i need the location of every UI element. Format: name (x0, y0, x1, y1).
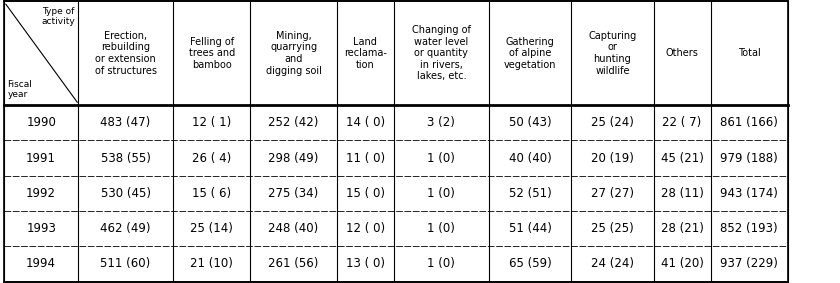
Text: 861 (166): 861 (166) (721, 116, 778, 129)
Text: Capturing
or
hunting
wildlife: Capturing or hunting wildlife (588, 31, 637, 76)
Text: 1994: 1994 (26, 258, 56, 271)
Text: Changing of
water level
or quantity
in rivers,
lakes, etc.: Changing of water level or quantity in r… (412, 25, 471, 82)
Text: 22 ( 7): 22 ( 7) (663, 116, 701, 129)
Text: Others: Others (665, 48, 699, 58)
Text: 25 (14): 25 (14) (190, 222, 234, 235)
Text: 1992: 1992 (26, 187, 56, 200)
Text: Gathering
of alpine
vegetation: Gathering of alpine vegetation (504, 37, 556, 70)
Text: 1 (0): 1 (0) (428, 151, 455, 164)
Text: Type of
activity: Type of activity (41, 7, 75, 27)
Text: 21 (10): 21 (10) (190, 258, 234, 271)
Text: 28 (11): 28 (11) (660, 187, 704, 200)
Text: Fiscal
year: Fiscal year (8, 80, 33, 99)
Text: Total: Total (738, 48, 761, 58)
Text: 45 (21): 45 (21) (660, 151, 704, 164)
Text: 1 (0): 1 (0) (428, 258, 455, 271)
Text: 28 (21): 28 (21) (660, 222, 704, 235)
Text: 50 (43): 50 (43) (509, 116, 551, 129)
Text: Land
reclama-
tion: Land reclama- tion (344, 37, 387, 70)
Text: 15 ( 6): 15 ( 6) (192, 187, 231, 200)
Text: 25 (24): 25 (24) (591, 116, 634, 129)
Text: 530 (45): 530 (45) (101, 187, 150, 200)
Text: 1 (0): 1 (0) (428, 187, 455, 200)
Text: 27 (27): 27 (27) (591, 187, 634, 200)
Text: 248 (40): 248 (40) (269, 222, 318, 235)
Text: 15 ( 0): 15 ( 0) (346, 187, 385, 200)
Text: 1991: 1991 (26, 151, 56, 164)
Text: 275 (34): 275 (34) (269, 187, 318, 200)
Text: 24 (24): 24 (24) (591, 258, 634, 271)
Text: Mining,
quarrying
and
digging soil: Mining, quarrying and digging soil (265, 31, 322, 76)
Text: 51 (44): 51 (44) (508, 222, 552, 235)
Text: 20 (19): 20 (19) (591, 151, 634, 164)
Text: 979 (188): 979 (188) (721, 151, 778, 164)
Text: 511 (60): 511 (60) (101, 258, 150, 271)
Text: Erection,
rebuilding
or extension
of structures: Erection, rebuilding or extension of str… (95, 31, 156, 76)
Text: 40 (40): 40 (40) (509, 151, 551, 164)
Text: 52 (51): 52 (51) (509, 187, 551, 200)
Text: 462 (49): 462 (49) (100, 222, 151, 235)
Text: 252 (42): 252 (42) (269, 116, 318, 129)
Text: 3 (2): 3 (2) (428, 116, 455, 129)
Text: 943 (174): 943 (174) (721, 187, 778, 200)
Text: 538 (55): 538 (55) (101, 151, 150, 164)
Text: 25 (25): 25 (25) (591, 222, 633, 235)
Text: 261 (56): 261 (56) (269, 258, 318, 271)
Text: 852 (193): 852 (193) (721, 222, 778, 235)
Text: 26 ( 4): 26 ( 4) (192, 151, 231, 164)
Text: Felling of
trees and
bamboo: Felling of trees and bamboo (188, 37, 235, 70)
Text: 12 ( 0): 12 ( 0) (346, 222, 385, 235)
Text: 41 (20): 41 (20) (660, 258, 704, 271)
Text: 1 (0): 1 (0) (428, 222, 455, 235)
Text: 14 ( 0): 14 ( 0) (346, 116, 385, 129)
Text: 937 (229): 937 (229) (721, 258, 778, 271)
Text: 1990: 1990 (26, 116, 56, 129)
Text: 12 ( 1): 12 ( 1) (192, 116, 231, 129)
Text: 13 ( 0): 13 ( 0) (346, 258, 385, 271)
Text: 483 (47): 483 (47) (101, 116, 150, 129)
Text: 65 (59): 65 (59) (509, 258, 551, 271)
Text: 11 ( 0): 11 ( 0) (346, 151, 385, 164)
Text: 1993: 1993 (26, 222, 56, 235)
Text: 298 (49): 298 (49) (269, 151, 318, 164)
